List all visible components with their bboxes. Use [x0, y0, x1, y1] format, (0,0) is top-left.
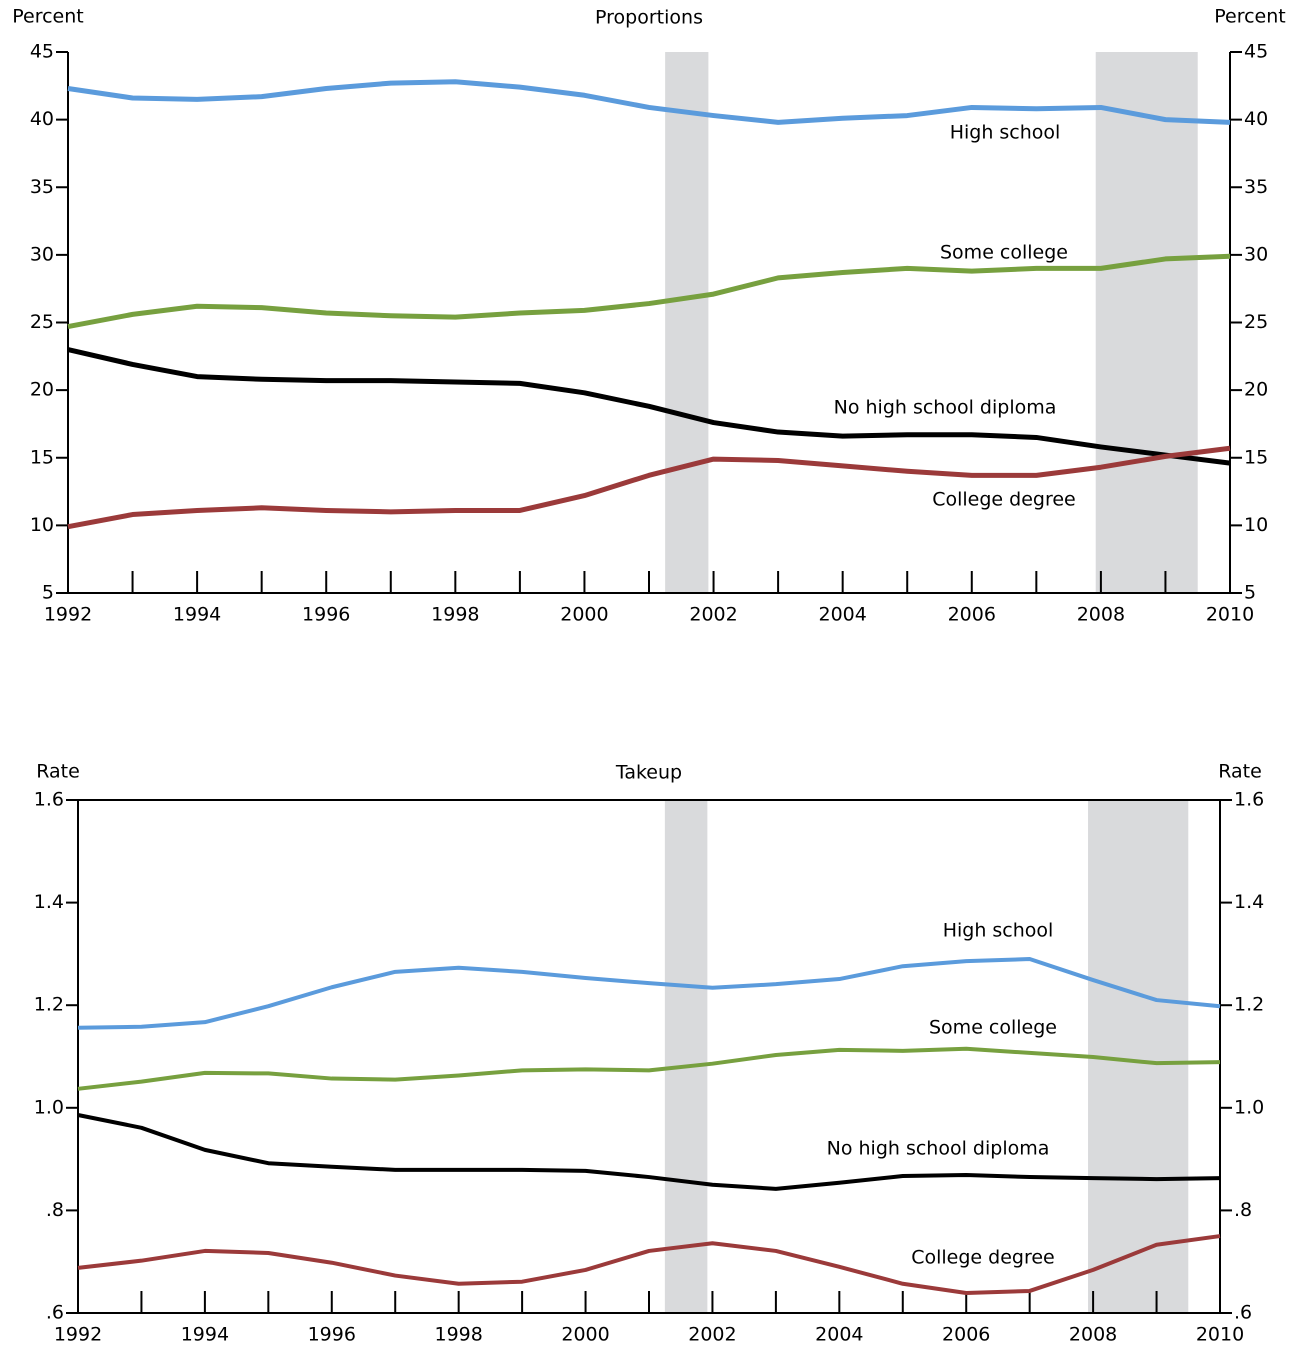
- y-tick-label: 5: [42, 582, 54, 604]
- series-label: No high school diploma: [827, 1138, 1050, 1160]
- y-axis-label: Rate: [36, 761, 80, 783]
- x-tick-label: 2010: [1196, 1324, 1244, 1346]
- y2-tick-label: 25: [1244, 311, 1268, 333]
- y2-axis-label: Rate: [1218, 761, 1262, 783]
- y-tick-label: 30: [30, 243, 54, 265]
- series-line: [77, 1113, 1221, 1191]
- y-tick-label: 45: [30, 41, 54, 63]
- y-tick-label: 1.4: [34, 891, 64, 913]
- series-label: College degree: [911, 1247, 1055, 1269]
- y-tick-label: 1.6: [34, 789, 64, 811]
- series-label: No high school diploma: [834, 397, 1057, 419]
- y2-tick-label: 1.4: [1234, 891, 1264, 913]
- x-tick-label: 2008: [1077, 604, 1125, 626]
- y2-tick-label: 15: [1244, 446, 1268, 468]
- y2-tick-label: 35: [1244, 176, 1268, 198]
- x-tick-label: 1998: [431, 604, 479, 626]
- x-tick-label: 1992: [54, 1324, 102, 1346]
- x-tick-label: 2000: [561, 1324, 609, 1346]
- x-tick-label: 2010: [1206, 604, 1254, 626]
- series-line: [67, 79, 1231, 125]
- recession-band: [664, 800, 708, 1313]
- x-tick-label: 1998: [434, 1324, 482, 1346]
- chart-title: Proportions: [595, 7, 703, 29]
- x-tick-label: 1996: [302, 604, 350, 626]
- y2-tick-label: .6: [1234, 1302, 1252, 1324]
- y-axis-label: Percent: [12, 6, 84, 28]
- axis-frame: [77, 799, 1221, 1314]
- y-tick-label: 25: [30, 311, 54, 333]
- x-tick-label: 1994: [181, 1324, 229, 1346]
- x-tick-label: 2004: [815, 1324, 863, 1346]
- y-tick-label: .8: [46, 1199, 64, 1221]
- series-label: High school: [950, 122, 1061, 144]
- series-label: Some college: [929, 1017, 1057, 1039]
- x-tick-label: 2006: [942, 1324, 990, 1346]
- y2-tick-label: 1.6: [1234, 789, 1264, 811]
- x-tick-label: 1992: [44, 604, 92, 626]
- series-line: [77, 1046, 1221, 1091]
- series-line: [67, 347, 1231, 466]
- series-line: [77, 1234, 1221, 1295]
- series-label: Some college: [940, 242, 1068, 264]
- y2-tick-label: 20: [1244, 379, 1268, 401]
- y2-tick-label: 1.2: [1234, 994, 1264, 1016]
- x-tick-label: 2006: [948, 604, 996, 626]
- series-label: College degree: [932, 489, 1076, 511]
- series-label: High school: [943, 920, 1054, 942]
- y-tick-label: .6: [46, 1302, 64, 1324]
- x-tick-label: 1994: [173, 604, 221, 626]
- chart-title: Takeup: [615, 762, 682, 784]
- series-line: [77, 957, 1221, 1030]
- y2-tick-label: 30: [1244, 243, 1268, 265]
- x-tick-label: 2000: [560, 604, 608, 626]
- y-tick-label: 35: [30, 176, 54, 198]
- series-line: [67, 253, 1231, 330]
- x-tick-label: 2008: [1069, 1324, 1117, 1346]
- series-line: [67, 445, 1231, 530]
- recession-band: [1095, 52, 1198, 593]
- y2-tick-label: 10: [1244, 514, 1268, 536]
- x-tick-label: 2002: [689, 604, 737, 626]
- y-tick-label: 40: [30, 108, 54, 130]
- y2-tick-label: .8: [1234, 1199, 1252, 1221]
- y2-tick-label: 40: [1244, 108, 1268, 130]
- y-tick-label: 1.0: [34, 1096, 64, 1118]
- x-tick-label: 2004: [818, 604, 866, 626]
- y-tick-label: 20: [30, 379, 54, 401]
- x-tick-label: 2002: [688, 1324, 736, 1346]
- y-tick-label: 10: [30, 514, 54, 536]
- y-tick-label: 1.2: [34, 994, 64, 1016]
- axis-frame: [67, 52, 1231, 594]
- y2-axis-label: Percent: [1214, 6, 1286, 28]
- y2-tick-label: 1.0: [1234, 1096, 1264, 1118]
- y-tick-label: 15: [30, 446, 54, 468]
- recession-band: [665, 52, 709, 593]
- y2-tick-label: 45: [1244, 41, 1268, 63]
- x-tick-label: 1996: [308, 1324, 356, 1346]
- y2-tick-label: 5: [1244, 582, 1256, 604]
